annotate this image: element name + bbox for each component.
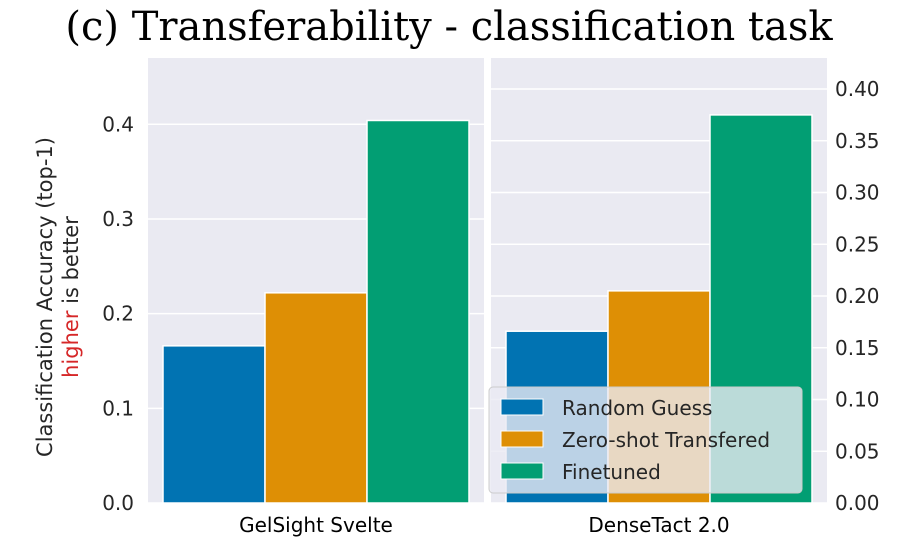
y-tick-label: 0.2 [102,302,134,326]
panel-0: 0.0 0.1 0.2 0.3 0.4 GelSight Svelte [102,58,484,537]
bar-zero-shot-transfered [264,292,368,504]
y-tick-label: 0.00 [835,491,880,515]
y-axis-label-line2: higher is better [59,216,83,378]
y-tick-label: 0.30 [835,181,880,205]
y-tick-label: 0.1 [102,396,134,420]
legend-swatch [500,462,544,480]
legend-label: Finetuned [562,460,661,484]
bar-random-guess [162,345,266,504]
y-tick-label: 0.05 [835,439,880,463]
legend-label: Random Guess [562,396,712,420]
y-tick-label: 0.10 [835,388,880,412]
y-axis-label-rest: is better [59,216,83,311]
legend: Random Guess Zero-shot Transfered Finetune… [488,386,803,494]
category-label: GelSight Svelte [239,513,393,537]
y-tick-label: 0.15 [835,336,880,360]
legend-swatch [500,430,544,448]
y-tick-label: 0.40 [835,77,880,101]
y-tick-label: 0.25 [835,232,880,256]
y-tick-label: 0.35 [835,129,880,153]
y-tick-label: 0.0 [102,491,134,515]
y-tick-label: 0.3 [102,207,134,231]
legend-swatch [500,398,544,416]
bar-finetuned [366,119,470,504]
legend-label: Zero-shot Transfered [562,428,770,452]
y-axis-label: Classification Accuracy (top-1) [33,137,57,457]
category-label: DenseTact 2.0 [588,513,729,537]
y-tick-label: 0.4 [102,112,134,136]
legend-frame [488,386,803,494]
y-tick-label: 0.20 [835,284,880,308]
y-axis-label-highlight: higher [59,310,83,378]
chart-title: (c) Transferability - classification tas… [65,4,833,50]
